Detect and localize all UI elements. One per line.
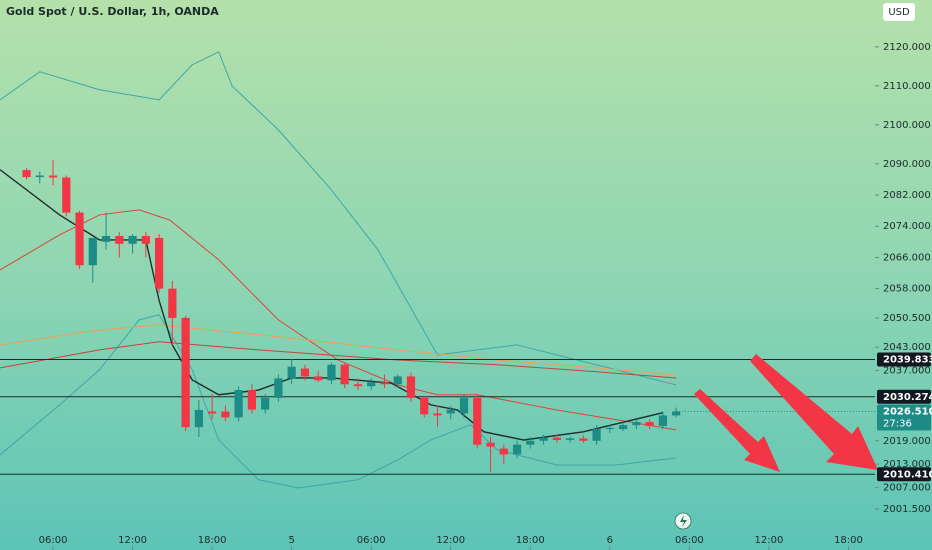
x-tick-label: 06:00 (675, 535, 704, 546)
candle-body (579, 438, 588, 441)
candle-body (618, 425, 628, 430)
y-tick-label: 2058.000 (883, 284, 931, 295)
candle-body (420, 397, 429, 415)
candle-body (247, 390, 257, 410)
candle-body (340, 364, 349, 385)
y-tick-label: 2019.000 (883, 436, 931, 447)
y-tick-label: 2066.000 (883, 252, 931, 263)
x-tick-label: 18:00 (198, 535, 227, 546)
candle-body (486, 442, 495, 447)
level-label: 2010.410 (883, 469, 932, 480)
candle-body (287, 366, 296, 379)
indicator-line (0, 51, 677, 386)
candle-body (672, 411, 681, 416)
replay-icon[interactable] (680, 515, 687, 527)
candle-body (221, 411, 230, 418)
candle-body (101, 235, 111, 242)
candle-body (406, 376, 416, 398)
candle-body (194, 409, 203, 428)
currency[interactable]: USD (888, 7, 910, 18)
y-tick-label: 2037.000 (883, 366, 931, 377)
chart-title: Gold Spot / U.S. Dollar, 1h, OANDA (6, 5, 219, 18)
candle-body (208, 411, 217, 414)
candle-body (115, 235, 124, 244)
candle-body (393, 376, 402, 385)
candle-body (353, 384, 363, 387)
candle-body (154, 237, 164, 289)
x-tick-label: 06:00 (39, 535, 68, 546)
x-tick-label: 06:00 (357, 535, 386, 546)
candle-body (234, 390, 243, 418)
candle-body (35, 175, 44, 178)
indicator-line (0, 324, 677, 376)
candle-body (62, 177, 71, 213)
candle-body (48, 175, 58, 178)
candle-body (181, 317, 190, 428)
candle-body (22, 170, 31, 178)
y-tick-label: 2100.000 (883, 120, 931, 131)
candle-body (300, 368, 310, 377)
y-tick-label: 2074.000 (883, 221, 931, 232)
candle-body (512, 444, 522, 455)
x-tick-label: 18:00 (834, 535, 863, 546)
candle-body (658, 415, 667, 426)
candle-body (526, 440, 535, 445)
candle-body (632, 422, 641, 426)
currency-box[interactable] (883, 3, 915, 21)
y-tick-label: 2043.000 (883, 342, 931, 353)
y-tick-label: 2007.000 (883, 483, 931, 494)
candle-body (128, 235, 137, 244)
x-tick-label: 18:00 (516, 535, 545, 546)
y-tick-label: 2090.000 (883, 159, 931, 170)
level-box (877, 389, 931, 404)
candle-body (565, 438, 575, 440)
last-price-label: 2026.510 (883, 406, 932, 417)
y-tick-label: 2001.500 (883, 504, 931, 515)
plot (0, 51, 875, 489)
x-tick-label: 12:00 (755, 535, 784, 546)
candle-body (459, 397, 469, 414)
candle-body (645, 422, 654, 426)
candle-body (433, 413, 442, 416)
level-label: 2039.833 (883, 355, 932, 366)
candle-body (327, 364, 336, 381)
y-tick-label: 2110.000 (883, 81, 931, 92)
candle-body (552, 437, 561, 440)
countdown: 27:36 (883, 418, 912, 429)
indicator-line (0, 169, 664, 441)
x-tick-label: 12:00 (118, 535, 147, 546)
candle-body (75, 212, 84, 266)
candle-body (499, 448, 508, 455)
y-tick-label: 2082.000 (883, 190, 931, 201)
x-tick-label: 6 (607, 535, 613, 546)
level-box (877, 352, 931, 367)
indicator-line (0, 314, 677, 489)
candle-body (274, 378, 283, 398)
y-tick-label: 2120.000 (883, 42, 931, 53)
y-tick-label: 2050.500 (883, 313, 931, 324)
last-price-box (877, 404, 931, 431)
candle-body (168, 288, 177, 318)
candle-body (539, 437, 548, 441)
indicator-line (0, 341, 677, 379)
candle-body (261, 397, 270, 410)
x-tick-label: 12:00 (436, 535, 465, 546)
x-tick-label: 5 (288, 535, 294, 546)
candle-body (446, 409, 455, 414)
candle-body (473, 397, 482, 445)
arrow (694, 389, 780, 472)
level-box (877, 467, 931, 482)
candle-body (314, 376, 323, 381)
arrow (750, 354, 878, 470)
candle-body (380, 382, 389, 385)
y-tick-label: 2013.000 (883, 459, 931, 470)
arrows (694, 354, 878, 472)
candle-body (141, 235, 150, 244)
candle-body (367, 382, 376, 387)
candle-body (88, 237, 97, 266)
candle-body (605, 427, 614, 430)
candle-body (592, 429, 601, 441)
level-label: 2030.274 (883, 392, 932, 403)
